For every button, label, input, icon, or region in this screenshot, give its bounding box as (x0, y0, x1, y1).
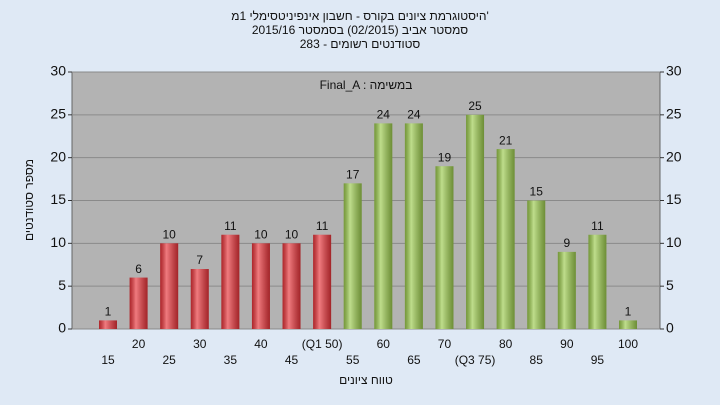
bar-shade (129, 277, 148, 329)
data-label: 9 (563, 236, 570, 250)
x-tick-label: 15 (101, 353, 115, 367)
bar-shade (251, 243, 270, 329)
bar-shade (282, 243, 301, 329)
x-tick-label: 20 (132, 337, 146, 351)
data-label: 11 (591, 219, 604, 233)
y2-tick-label: 30 (666, 63, 682, 79)
y-tick-label: 5 (58, 277, 66, 293)
bar-shade (221, 234, 240, 329)
data-label: 25 (468, 99, 482, 113)
data-label: 1 (625, 305, 632, 319)
data-label: 15 (530, 185, 544, 199)
bar-shade (313, 234, 332, 329)
y-axis-label: מספר סטודנטים (22, 159, 36, 241)
x-tick-label: 40 (254, 337, 268, 351)
bar-shade (404, 123, 423, 330)
x-tick-label: 65 (407, 353, 421, 367)
bar-shade (619, 320, 637, 329)
x-tick-label: 85 (530, 353, 544, 367)
x-tick-label: 95 (591, 353, 605, 367)
y-tick-label: 25 (50, 106, 66, 122)
data-label: 21 (499, 133, 513, 147)
data-label: 11 (316, 219, 329, 233)
y-tick-label: 15 (50, 191, 66, 207)
x-tick-label: 30 (193, 337, 207, 351)
x-tick-label: 70 (438, 337, 452, 351)
bar-shade (557, 251, 576, 329)
x-tick-label: 45 (285, 353, 299, 367)
bar-shade (527, 200, 546, 329)
data-label: 24 (377, 108, 391, 122)
bar-shade (160, 243, 179, 329)
bar-shade (374, 123, 393, 330)
x-tick-label: 55 (346, 353, 360, 367)
data-label: 17 (346, 168, 360, 182)
y2-tick-label: 10 (666, 234, 682, 250)
x-axis-label: טווח ציונים (339, 373, 393, 387)
data-label: 10 (285, 228, 299, 242)
bar-shade (343, 183, 362, 329)
data-label: 11 (224, 219, 237, 233)
chart-title: היסטוגרמת ציונים בקורס - חשבון אינפיניטס… (231, 9, 489, 23)
subtitle: 283 - סטודנטים רשומים (300, 37, 421, 51)
data-label: 1 (105, 305, 112, 319)
y2-tick-label: 25 (666, 106, 682, 122)
x-tick-label: 35 (224, 353, 238, 367)
x-tick-label: (Q1 50) (302, 337, 343, 351)
bar-shade (190, 269, 209, 329)
y-tick-label: 20 (50, 148, 66, 164)
data-label: 10 (162, 228, 176, 242)
x-tick-label: (Q3 75) (455, 353, 496, 367)
bar-shade (466, 114, 485, 329)
y-tick-label: 30 (50, 63, 66, 79)
y2-tick-label: 20 (666, 148, 682, 164)
y-tick-label: 0 (58, 320, 66, 336)
bar-shade (588, 234, 607, 329)
x-tick-label: 25 (162, 353, 176, 367)
bar-shade (435, 166, 454, 329)
y2-tick-label: 0 (666, 320, 674, 336)
y-tick-label: 10 (50, 234, 66, 250)
y2-tick-label: 15 (666, 191, 682, 207)
data-label: 6 (135, 262, 142, 276)
annotation: Final_A : במשימה (320, 78, 413, 92)
y2-tick-label: 5 (666, 277, 674, 293)
bar-shade (99, 320, 117, 329)
x-tick-label: 90 (560, 337, 574, 351)
subtitle: 2015/16 סמסטר אביב (02/2015) בסמסטר (252, 23, 468, 37)
x-tick-label: 60 (377, 337, 391, 351)
data-label: 19 (438, 150, 452, 164)
x-tick-label: 100 (618, 337, 638, 351)
data-label: 24 (407, 108, 421, 122)
data-label: 7 (196, 253, 203, 267)
x-tick-label: 80 (499, 337, 513, 351)
bar-shade (496, 149, 515, 329)
data-label: 10 (254, 228, 268, 242)
